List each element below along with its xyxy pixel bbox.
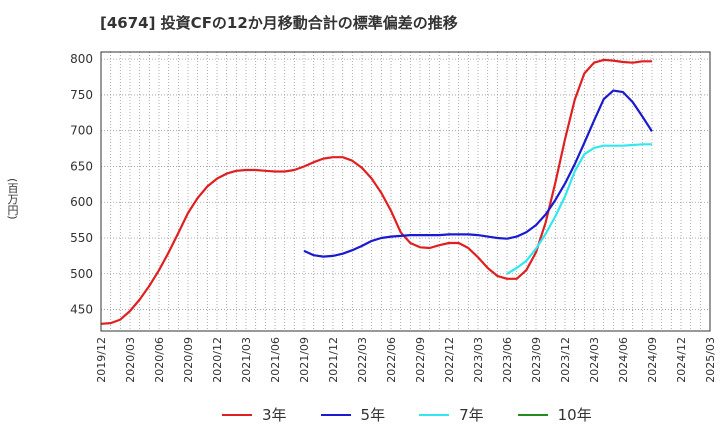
x-tick-label: 2024/06 [617,337,630,383]
y-tick-label: 550 [70,231,93,245]
x-tick-label: 2024/12 [675,337,688,383]
x-tick-label: 2022/06 [385,337,398,383]
legend-swatch-3y [222,413,252,416]
x-tick-label: 2020/09 [182,337,195,383]
legend-swatch-10y [517,413,548,416]
x-tick-label: 2021/12 [327,337,340,383]
legend-swatch-7y [419,413,450,416]
y-tick-label: 750 [70,88,93,102]
x-tick-label: 2021/09 [298,337,311,383]
legend-item-5y: 5年 [320,404,386,425]
y-tick-label: 700 [70,124,93,138]
x-tick-label: 2022/03 [356,337,369,383]
legend-item-10y: 10年 [517,404,592,425]
series-line-1 [303,89,653,258]
legend-item-7y: 7年 [419,404,484,425]
y-tick-label: 450 [70,303,93,317]
x-tick-label: 2024/03 [588,337,601,383]
legend-item-3y: 3年 [222,404,287,425]
x-tick-label: 2021/06 [269,337,282,383]
y-tick-label: 600 [70,195,93,209]
y-tick-label: 800 [70,52,93,66]
x-tick-label: 2022/09 [414,337,427,383]
x-tick-label: 2021/03 [240,337,253,383]
x-tick-label: 2025/03 [704,337,717,383]
legend: 3年 5年 7年 10年 [222,404,626,425]
x-tick-label: 2022/12 [443,337,456,383]
x-tick-label: 2020/06 [153,337,166,383]
x-tick-label: 2019/12 [95,337,108,383]
x-tick-label: 2023/06 [501,337,514,383]
legend-swatch-5y [320,413,351,416]
series-line-0 [100,58,652,325]
legend-label-7y: 7年 [459,406,484,424]
x-tick-label: 2023/03 [472,337,485,383]
x-tick-label: 2020/12 [211,337,224,383]
legend-label-5y: 5年 [360,406,386,424]
x-tick-label: 2024/09 [646,337,659,383]
chart-title: [4674] 投資CFの12か月移動合計の標準偏差の推移 [100,14,458,32]
y-tick-label: 650 [70,159,93,173]
legend-label-10y: 10年 [557,406,592,424]
x-tick-label: 2023/12 [559,337,572,383]
legend-label-3y: 3年 [262,406,287,424]
x-tick-label: 2023/09 [530,337,543,383]
y-axis-unit-label: (百万円) [6,178,19,220]
x-tick-label: 2020/03 [124,337,137,383]
y-tick-label: 500 [70,267,93,281]
plot-area [100,51,711,332]
plot-border [100,51,711,332]
series-line-2 [506,143,652,275]
